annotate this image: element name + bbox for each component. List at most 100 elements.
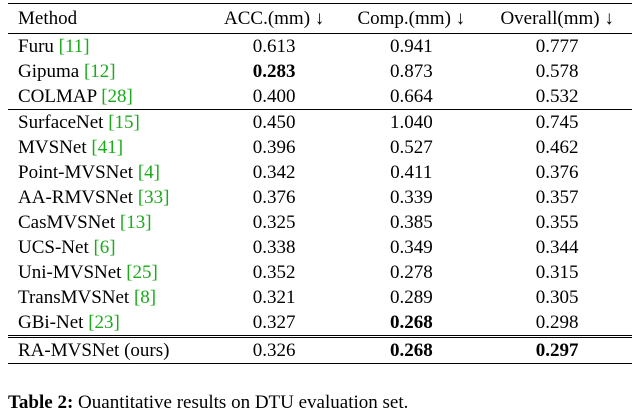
column-header: ACC.(mm) ↓ xyxy=(208,3,341,34)
table-row: CasMVSNet [13] 0.325 0.385 0.355 xyxy=(8,210,632,235)
value-cell: 0.342 xyxy=(252,162,296,183)
value-cell: 0.305 xyxy=(535,287,579,308)
citation: [13] xyxy=(119,212,152,233)
value-cell: 0.278 xyxy=(389,262,433,283)
method-cell: RA-MVSNet (ours) xyxy=(8,335,208,364)
table-row: SurfaceNet [15] 0.450 1.040 0.745 xyxy=(8,109,632,135)
value-cell: 0.349 xyxy=(389,237,433,258)
value-cell: 0.450 xyxy=(208,109,341,135)
method-name: MVSNet xyxy=(18,137,87,158)
results-table: Method ACC.(mm) ↓ Comp.(mm) ↓ Overall(mm) ↓… xyxy=(8,3,632,364)
row-group: Furu [11] 0.613 0.941 0.777 Gipuma [12] 0.283… xyxy=(8,34,632,110)
method-cell: CasMVSNet [13] xyxy=(8,210,208,235)
value-cell: 0.268 xyxy=(340,335,483,364)
citation: [15] xyxy=(108,112,140,133)
method-name: COLMAP xyxy=(18,86,97,107)
method-cell: Uni-MVSNet [25] xyxy=(8,260,208,285)
value-cell: 0.325 xyxy=(252,212,296,233)
method-cell: Point-MVSNet [4] xyxy=(8,160,208,185)
citation: [41] xyxy=(91,137,124,158)
method-cell: AA-RMVSNet [33] xyxy=(8,185,208,210)
value-cell: 0.873 xyxy=(389,61,433,82)
value-cell: 0.352 xyxy=(252,262,296,283)
table-row: TransMVSNet [8] 0.321 0.289 0.305 xyxy=(8,285,632,310)
caption: Table 2: Quantitative results on DTU eva… xyxy=(8,392,408,408)
table-row: GBi-Net [23] 0.327 0.268 0.298 xyxy=(8,310,632,337)
table-row: Gipuma [12] 0.283 0.873 0.578 xyxy=(8,59,632,84)
method-cell: TransMVSNet [8] xyxy=(8,285,208,310)
value-cell: 0.664 xyxy=(389,86,433,107)
method-name: Point-MVSNet xyxy=(18,162,134,183)
value-cell: 0.745 xyxy=(482,109,632,135)
value-cell: 0.298 xyxy=(535,312,579,333)
value-cell: 0.941 xyxy=(389,36,433,57)
header-row: Method ACC.(mm) ↓ Comp.(mm) ↓ Overall(mm) ↓ xyxy=(8,3,632,34)
method-name: RA-MVSNet (ours) xyxy=(18,340,170,361)
value-cell: 0.268 xyxy=(389,312,433,333)
citation: [12] xyxy=(83,61,116,82)
table-row: Uni-MVSNet [25] 0.352 0.278 0.315 xyxy=(8,260,632,285)
value-cell: 0.326 xyxy=(208,335,341,364)
value-cell: 0.339 xyxy=(389,187,433,208)
method-cell: SurfaceNet [15] xyxy=(8,109,208,135)
value-cell: 0.462 xyxy=(535,137,579,158)
column-header: Method xyxy=(8,3,208,34)
caption-text: Quantitative results on DTU evaluation s… xyxy=(78,392,409,408)
method-name: GBi-Net xyxy=(18,312,84,333)
value-cell: 0.338 xyxy=(252,237,296,258)
value-cell: 0.532 xyxy=(535,86,579,107)
table-row: Furu [11] 0.613 0.941 0.777 xyxy=(8,34,632,60)
table-row: Point-MVSNet [4] 0.342 0.411 0.376 xyxy=(8,160,632,185)
table-header: Method ACC.(mm) ↓ Comp.(mm) ↓ Overall(mm) ↓ xyxy=(8,3,632,34)
citation: [25] xyxy=(126,262,158,283)
method-cell: COLMAP [28] xyxy=(8,84,208,110)
value-cell: 0.527 xyxy=(389,137,433,158)
citation: [8] xyxy=(133,287,157,308)
method-name: TransMVSNet xyxy=(18,287,130,308)
value-cell: 0.578 xyxy=(535,61,579,82)
value-cell: 0.321 xyxy=(252,287,296,308)
value-cell: 0.777 xyxy=(535,36,579,57)
method-cell: GBi-Net [23] xyxy=(8,310,208,337)
value-cell: 0.613 xyxy=(252,36,296,57)
citation: [11] xyxy=(58,36,90,57)
value-cell: 0.385 xyxy=(389,212,433,233)
method-cell: UCS-Net [6] xyxy=(8,235,208,260)
table-row: COLMAP [28] 0.400 0.664 0.532 xyxy=(8,84,632,110)
value-cell: 0.400 xyxy=(252,86,296,107)
method-name: CasMVSNet xyxy=(18,212,116,233)
method-name: SurfaceNet xyxy=(18,112,104,133)
value-cell: 0.411 xyxy=(390,162,433,183)
value-cell: 1.040 xyxy=(340,109,483,135)
column-header: Comp.(mm) ↓ xyxy=(340,3,483,34)
method-name: Furu xyxy=(18,36,54,57)
citation: [28] xyxy=(101,86,133,107)
method-name: UCS-Net xyxy=(18,237,89,258)
method-name: Uni-MVSNet xyxy=(18,262,122,283)
value-cell: 0.315 xyxy=(535,262,579,283)
row-group: RA-MVSNet (ours) 0.326 0.268 0.297 xyxy=(8,335,632,364)
table-row: UCS-Net [6] 0.338 0.349 0.344 xyxy=(8,235,632,260)
row-group: SurfaceNet [15] 0.450 1.040 0.745 MVSNet [41… xyxy=(8,109,632,337)
value-cell: 0.357 xyxy=(535,187,579,208)
table-row: AA-RMVSNet [33] 0.376 0.339 0.357 xyxy=(8,185,632,210)
value-cell: 0.344 xyxy=(535,237,579,258)
method-cell: Gipuma [12] xyxy=(8,59,208,84)
method-cell: MVSNet [41] xyxy=(8,135,208,160)
method-name: Gipuma xyxy=(18,61,80,82)
citation: [33] xyxy=(137,187,170,208)
value-cell: 0.376 xyxy=(535,162,579,183)
value-cell: 0.376 xyxy=(252,187,296,208)
value-cell: 0.396 xyxy=(252,137,296,158)
value-cell: 0.297 xyxy=(482,335,632,364)
method-cell: Furu [11] xyxy=(8,34,208,60)
citation: [4] xyxy=(137,162,160,183)
method-name: AA-RMVSNet xyxy=(18,187,134,208)
value-cell: 0.355 xyxy=(535,212,579,233)
citation: [23] xyxy=(88,312,120,333)
table-row: RA-MVSNet (ours) 0.326 0.268 0.297 xyxy=(8,335,632,364)
caption-label: Table 2: xyxy=(8,392,74,408)
table-row: MVSNet [41] 0.396 0.527 0.462 xyxy=(8,135,632,160)
column-header: Overall(mm) ↓ xyxy=(482,3,632,34)
